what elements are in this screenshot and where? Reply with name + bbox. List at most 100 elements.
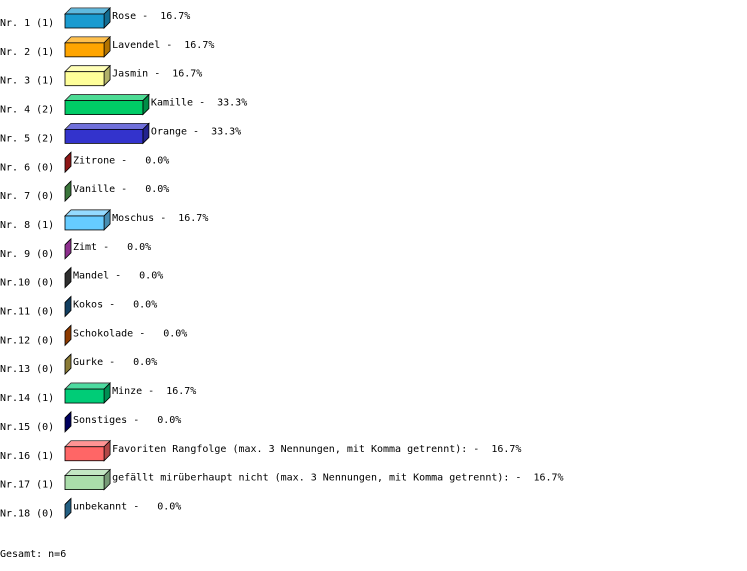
bar-side-shade bbox=[65, 411, 71, 432]
bar bbox=[64, 13, 105, 29]
bar-side bbox=[64, 410, 72, 433]
separator: - bbox=[193, 126, 199, 137]
bar-label: Orange - 33.3% bbox=[151, 126, 241, 137]
bar-label: Vanille - 0.0% bbox=[73, 184, 169, 195]
bar-side bbox=[64, 237, 72, 260]
value-label: 16.7% bbox=[178, 213, 208, 224]
category-name: Zimt bbox=[73, 242, 97, 253]
row-label: Nr. 6 (0) bbox=[0, 162, 54, 173]
row-label: Nr.13 (0) bbox=[0, 364, 54, 375]
row-label: Nr.11 (0) bbox=[0, 307, 54, 318]
bar-side-shade bbox=[65, 296, 71, 317]
bar-label: Moschus - 16.7% bbox=[112, 213, 208, 224]
bar-side-shade bbox=[142, 123, 149, 144]
category-name: Minze bbox=[112, 386, 142, 397]
category-name: Rose bbox=[112, 11, 136, 22]
row-label: Nr.15 (0) bbox=[0, 422, 54, 433]
bar-side-shade bbox=[65, 238, 71, 259]
category-name: Kamille bbox=[151, 98, 193, 109]
row-label: Nr. 9 (0) bbox=[0, 249, 54, 260]
value-label: 16.7% bbox=[166, 386, 196, 397]
bar-label: gefällt mirüberhaupt nicht (max. 3 Nennu… bbox=[112, 473, 564, 484]
bar-side-shade bbox=[65, 181, 71, 202]
row-label: Nr.16 (1) bbox=[0, 451, 54, 462]
category-name: Lavendel bbox=[112, 40, 160, 51]
separator: - bbox=[121, 155, 127, 166]
category-name: Mandel bbox=[73, 271, 109, 282]
row-label: Nr.12 (0) bbox=[0, 335, 54, 346]
category-name: Vanille bbox=[73, 184, 115, 195]
row-label: Nr. 5 (2) bbox=[0, 133, 54, 144]
value-label: 16.7% bbox=[184, 40, 214, 51]
bar bbox=[64, 100, 144, 115]
bar-side-shade bbox=[104, 8, 111, 28]
category-name: Moschus bbox=[112, 213, 154, 224]
value-label: 0.0% bbox=[145, 184, 169, 195]
separator: - bbox=[133, 415, 139, 426]
bar-side-shade bbox=[104, 440, 111, 461]
row-label: Nr. 7 (0) bbox=[0, 191, 54, 202]
bar-label: Sonstiges - 0.0% bbox=[73, 415, 181, 426]
category-name: Favoriten Rangfolge (max. 3 Nennungen, m… bbox=[112, 444, 467, 455]
bar-side-shade bbox=[65, 354, 71, 375]
separator: - bbox=[109, 357, 115, 368]
category-name: Gurke bbox=[73, 357, 103, 368]
bar-label: Kamille - 33.3% bbox=[151, 98, 247, 109]
value-label: 33.3% bbox=[217, 98, 247, 109]
category-name: Jasmin bbox=[112, 69, 148, 80]
row-label: Nr.10 (0) bbox=[0, 278, 54, 289]
bar-top-shade bbox=[65, 123, 149, 130]
bar-side bbox=[64, 151, 72, 174]
bar-label: Rose - 16.7% bbox=[112, 11, 190, 22]
bar-side-shade bbox=[104, 65, 111, 86]
bar bbox=[64, 71, 105, 87]
bar-side bbox=[64, 180, 72, 203]
separator: - bbox=[115, 271, 121, 282]
bar-side-shade bbox=[104, 36, 111, 57]
value-label: 0.0% bbox=[157, 415, 181, 426]
bar-label: Gurke - 0.0% bbox=[73, 357, 157, 368]
separator: - bbox=[199, 98, 205, 109]
bar-label: Lavendel - 16.7% bbox=[112, 40, 214, 51]
bar-side-shade bbox=[104, 209, 111, 230]
bar-label: unbekannt - 0.0% bbox=[73, 501, 181, 512]
separator: - bbox=[515, 473, 521, 484]
separator: - bbox=[139, 328, 145, 339]
separator: - bbox=[148, 386, 154, 397]
bar-label: Schokolade - 0.0% bbox=[73, 328, 187, 339]
bar bbox=[64, 475, 105, 491]
value-label: 33.3% bbox=[211, 126, 241, 137]
bar-label: Zitrone - 0.0% bbox=[73, 155, 169, 166]
bar bbox=[64, 446, 105, 462]
bar-side-shade bbox=[142, 94, 149, 115]
bar-label: Mandel - 0.0% bbox=[73, 271, 163, 282]
bar bbox=[64, 215, 105, 231]
category-name: unbekannt bbox=[73, 501, 127, 512]
bar-top-shade bbox=[65, 440, 111, 447]
category-name: Zitrone bbox=[73, 155, 115, 166]
bar-label: Zimt - 0.0% bbox=[73, 242, 151, 253]
value-label: 0.0% bbox=[133, 357, 157, 368]
row-label: Nr. 8 (1) bbox=[0, 220, 54, 231]
category-name: Kokos bbox=[73, 300, 103, 311]
bar-side bbox=[64, 497, 72, 520]
value-label: 16.7% bbox=[533, 473, 563, 484]
separator: - bbox=[133, 501, 139, 512]
row-label: Nr. 4 (2) bbox=[0, 105, 54, 116]
bar-side-shade bbox=[104, 383, 111, 404]
value-label: 16.7% bbox=[160, 11, 190, 22]
bar-label: Kokos - 0.0% bbox=[73, 300, 157, 311]
value-label: 0.0% bbox=[157, 501, 181, 512]
category-name: gefällt mirüberhaupt nicht (max. 3 Nennu… bbox=[112, 473, 509, 484]
row-label: Nr.14 (1) bbox=[0, 393, 54, 404]
bar-side bbox=[64, 266, 72, 289]
separator: - bbox=[109, 300, 115, 311]
bar bbox=[64, 42, 105, 58]
bar-side-shade bbox=[65, 267, 71, 288]
value-label: 0.0% bbox=[133, 300, 157, 311]
bar-top-shade bbox=[65, 209, 111, 216]
separator: - bbox=[473, 444, 479, 455]
bar-top-shade bbox=[65, 94, 149, 101]
value-label: 16.7% bbox=[172, 69, 202, 80]
